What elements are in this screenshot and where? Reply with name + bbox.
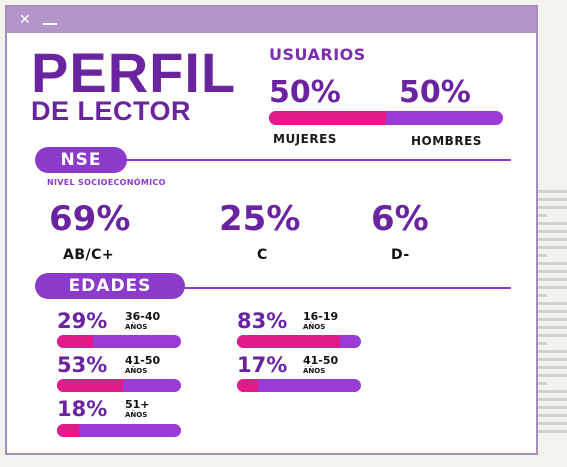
age-unit: AÑOS [303,323,326,331]
age-value: 53% [57,353,108,377]
women-label: MUJERES [273,132,337,146]
women-percentage: 50% [269,75,341,110]
nse-value: 69% [49,199,131,239]
page-subtitle: DE LECTOR [31,96,192,126]
age-bar [57,379,181,392]
age-range: 51+ [125,398,150,411]
nse-value: 25% [219,199,301,239]
age-unit: AÑOS [125,367,148,375]
age-bar-fill [57,424,80,437]
nse-heading: NSE [35,147,127,173]
nse-subtitle: NIVEL SOCIOECONÓMICO [47,178,166,187]
nse-label: C [257,247,268,263]
infographic-window: ✕ PERFIL DE LECTOR USUARIOS 50% 50% MUJE… [5,5,538,455]
gender-bar [269,111,503,125]
users-heading: USUARIOS [269,45,366,64]
ages-divider [157,287,511,289]
age-range: 16-19 [303,310,339,323]
nse-divider [107,159,511,161]
age-range: 41-50 [303,354,339,367]
close-icon[interactable]: ✕ [19,12,31,28]
nse-value: 6% [371,199,429,239]
age-bar-fill [57,379,123,392]
ages-heading: EDADES [35,273,185,299]
age-bar-fill [237,379,259,392]
age-unit: AÑOS [125,411,148,419]
minimize-icon[interactable] [43,13,57,25]
title-bar: ✕ [7,7,536,33]
age-unit: AÑOS [303,367,326,375]
men-percentage: 50% [399,75,471,110]
age-value: 18% [57,397,108,421]
age-bar-fill [237,335,340,348]
women-bar-fill [269,111,386,125]
age-value: 17% [237,353,288,377]
age-bar [237,379,361,392]
age-range: 36-40 [125,310,161,323]
age-bar [57,335,181,348]
age-unit: AÑOS [125,323,148,331]
age-bar [57,424,181,437]
nse-label: AB/C+ [63,247,115,263]
age-value: 29% [57,309,108,333]
nse-label: D- [391,247,410,263]
age-bar [237,335,361,348]
age-value: 83% [237,309,288,333]
age-range: 41-50 [125,354,161,367]
age-bar-fill [57,335,93,348]
men-label: HOMBRES [411,134,482,148]
page-title: PERFIL [31,41,237,104]
